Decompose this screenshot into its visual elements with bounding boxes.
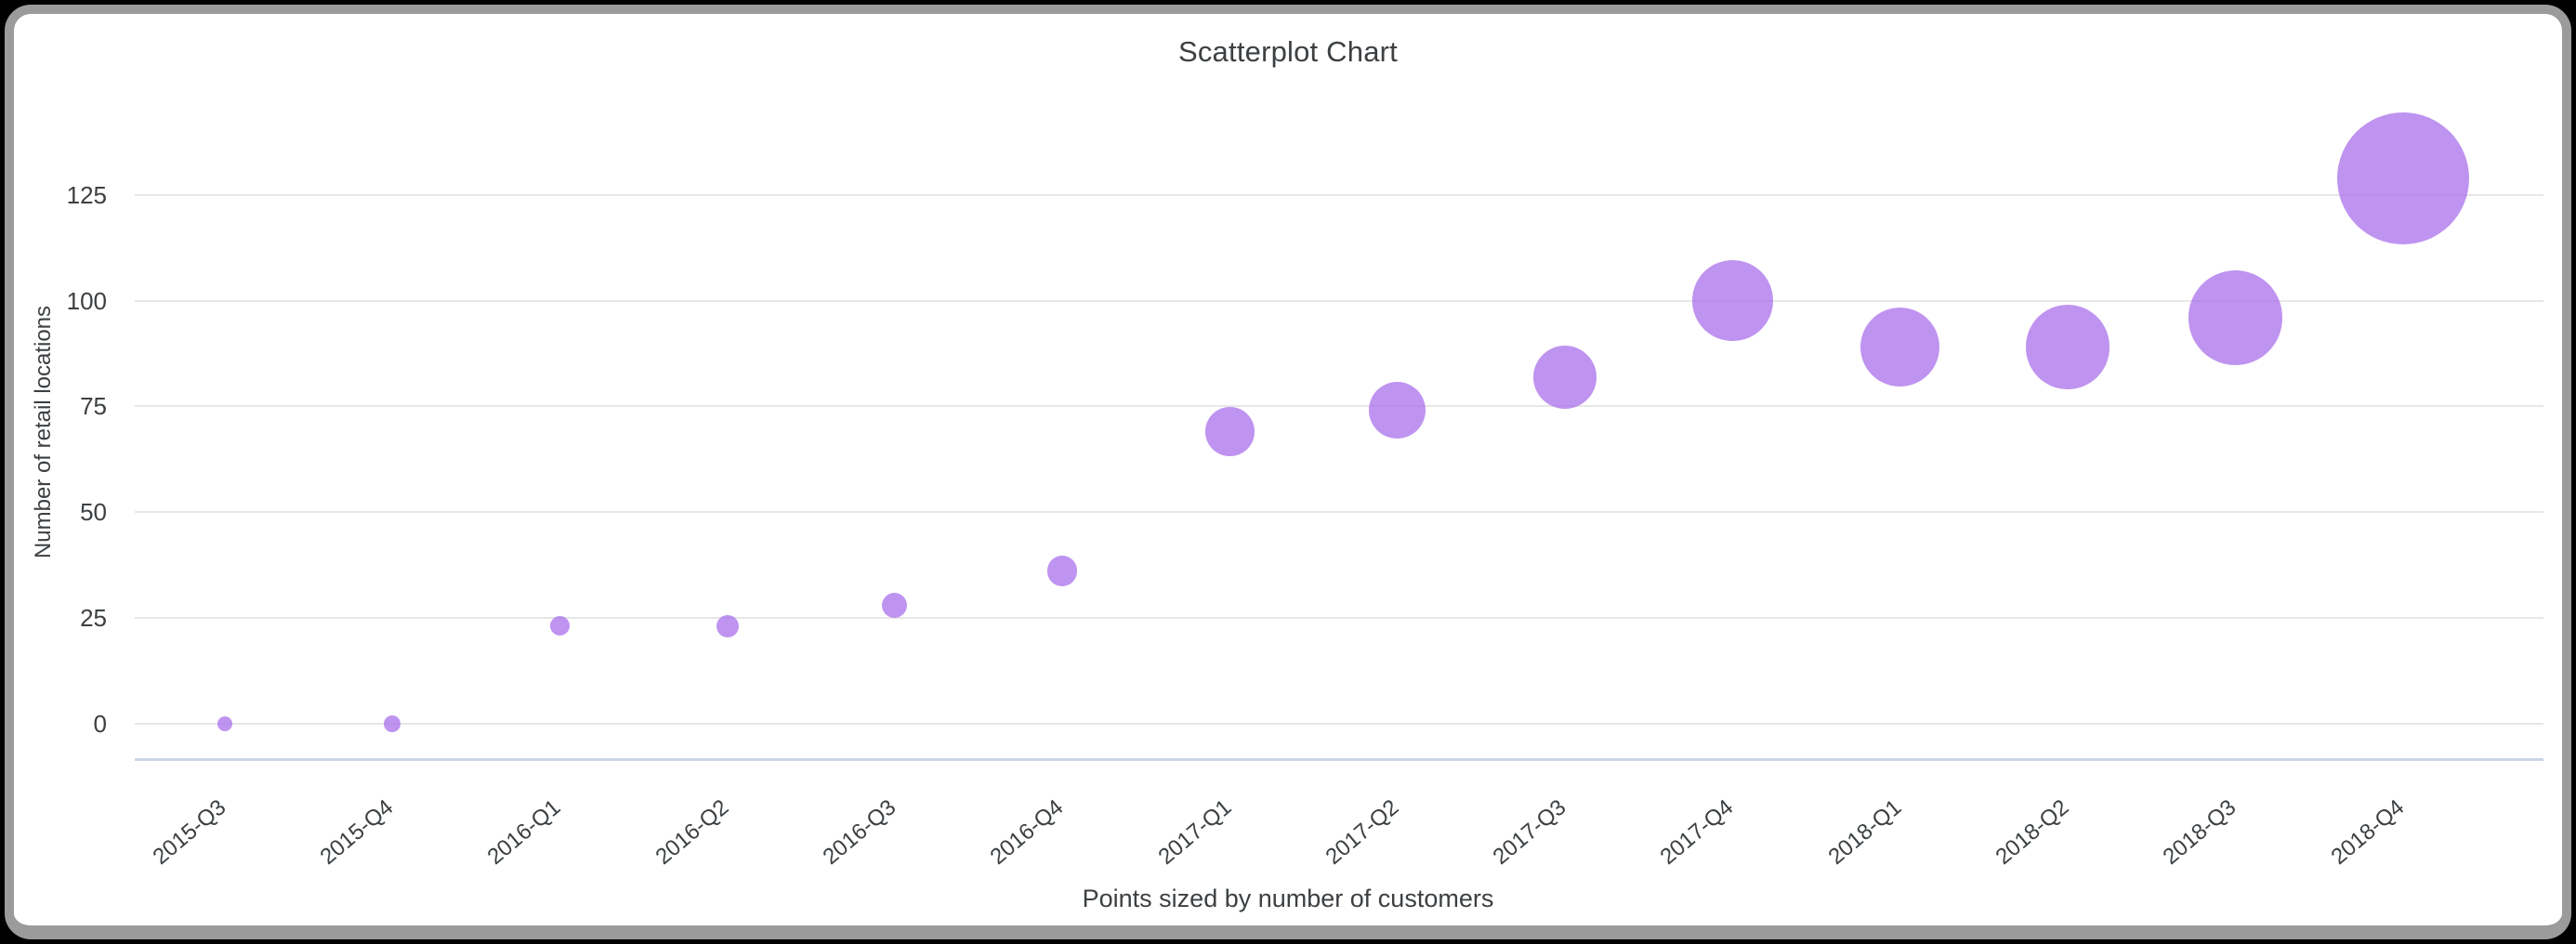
bubble-2017-Q3[interactable] [1533,345,1597,409]
y-tick-label-50: 50 [80,498,107,527]
gridline-y-25 [135,616,2543,619]
size-encoding-caption: Points sized by number of customers [1082,885,1494,912]
y-tick-label-25: 25 [80,603,107,632]
x-tick-label-2017-Q3: 2017-Q3 [1488,794,1571,870]
bubble-2018-Q3[interactable] [2188,270,2283,365]
x-tick-label-2016-Q1: 2016-Q1 [482,794,566,870]
y-tick-label-0: 0 [93,709,107,738]
x-tick-label-2015-Q4: 2015-Q4 [315,794,399,870]
y-tick-label-125: 125 [66,181,107,210]
bubble-2017-Q4[interactable] [1692,260,1773,341]
bubble-2015-Q4[interactable] [384,715,401,732]
bubble-2016-Q2[interactable] [716,614,739,637]
gridline-y-75 [135,405,2543,408]
x-tick-label-2018-Q4: 2018-Q4 [2326,794,2409,870]
gridline-y-125 [135,194,2543,197]
bubble-2017-Q1[interactable] [1205,407,1255,456]
y-tick-label-100: 100 [66,286,107,315]
bubble-2016-Q3[interactable] [882,592,908,618]
bubble-2018-Q1[interactable] [1860,308,1940,387]
bubble-2016-Q4[interactable] [1046,556,1078,587]
x-axis-baseline [135,758,2543,761]
y-tick-label-75: 75 [80,392,107,421]
chart-title: Scatterplot Chart [1177,35,1398,68]
bubble-2018-Q4[interactable] [2336,111,2469,244]
gridline-y-0 [135,722,2543,725]
x-tick-label-2016-Q2: 2016-Q2 [651,794,733,870]
x-tick-label-2018-Q2: 2018-Q2 [1991,794,2074,870]
x-tick-label-2018-Q1: 2018-Q1 [1823,794,1907,870]
x-tick-label-2017-Q2: 2017-Q2 [1321,794,1404,870]
chart-stage: Scatterplot Chart Number of retail locat… [14,14,2562,925]
x-tick-label-2015-Q3: 2015-Q3 [148,794,231,870]
bubble-2015-Q3[interactable] [217,715,232,731]
chart-card: Scatterplot Chart Number of retail locat… [5,5,2571,939]
bubble-2017-Q2[interactable] [1369,382,1426,439]
gridline-y-100 [135,299,2543,302]
x-tick-label-2017-Q4: 2017-Q4 [1655,794,1739,870]
bubble-2018-Q2[interactable] [2025,305,2110,390]
bubble-2016-Q1[interactable] [549,616,570,636]
x-tick-label-2017-Q1: 2017-Q1 [1152,794,1236,870]
x-tick-label-2016-Q4: 2016-Q4 [985,794,1069,870]
x-tick-label-2016-Q3: 2016-Q3 [818,794,901,870]
gridline-y-50 [135,511,2543,514]
x-tick-label-2018-Q3: 2018-Q3 [2158,794,2241,870]
